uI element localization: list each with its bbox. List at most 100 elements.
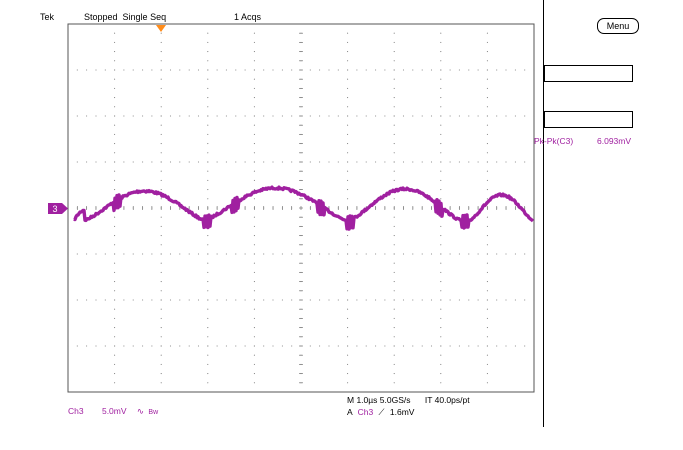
- grid-dot: [347, 281, 349, 283]
- grid-dot: [207, 336, 209, 338]
- menu-button[interactable]: Menu: [597, 18, 639, 34]
- grid-dot: [440, 78, 442, 80]
- grid-dot: [160, 308, 162, 310]
- grid-dot: [468, 69, 470, 71]
- grid-dot: [412, 115, 414, 117]
- grid-dot: [207, 41, 209, 43]
- grid-dot: [319, 115, 321, 117]
- grid-dot: [496, 299, 498, 301]
- grid-dot: [514, 115, 516, 117]
- grid-dot: [440, 262, 442, 264]
- grid-dot: [393, 290, 395, 292]
- run-state: Stopped: [84, 12, 118, 22]
- grid-dot: [114, 51, 116, 53]
- grid-dot: [440, 189, 442, 191]
- grid-dot: [114, 152, 116, 154]
- grid-dot: [524, 69, 526, 71]
- grid-dot: [347, 345, 349, 347]
- grid-dot: [468, 299, 470, 301]
- grid-dot: [253, 244, 255, 246]
- grid-dot: [253, 354, 255, 356]
- grid-dot: [160, 327, 162, 329]
- trigger-position-marker[interactable]: [156, 25, 166, 32]
- grid-dot: [440, 363, 442, 365]
- grid-dot: [179, 253, 181, 255]
- grid-dot: [440, 60, 442, 62]
- grid-dot: [272, 161, 274, 163]
- grid-dot: [309, 115, 311, 117]
- panel-divider: [543, 0, 544, 427]
- grid-dot: [393, 60, 395, 62]
- grid-dot: [253, 78, 255, 80]
- grid-dot: [207, 244, 209, 246]
- grid-dot: [347, 51, 349, 53]
- grid-dot: [132, 115, 134, 117]
- grid-dot: [272, 345, 274, 347]
- grid-dot: [337, 161, 339, 163]
- grid-dot: [207, 143, 209, 145]
- grid-dot: [347, 382, 349, 384]
- measurement-value: 6.093mV: [597, 136, 632, 146]
- grid-dot: [393, 308, 395, 310]
- grid-dot: [114, 317, 116, 319]
- grid-dot: [179, 69, 181, 71]
- measurement-slot-1[interactable]: [544, 65, 633, 82]
- grid-dot: [486, 161, 488, 163]
- grid-dot: [207, 363, 209, 365]
- grid-dot: [244, 345, 246, 347]
- grid-dot: [440, 32, 442, 34]
- grid-dot: [160, 133, 162, 135]
- grid-dot: [440, 345, 442, 347]
- grid-dot: [393, 253, 395, 255]
- trigger-readout: A Ch3 ⟋ 1.6mV: [347, 407, 414, 418]
- grid-dot: [375, 253, 377, 255]
- grid-dot: [253, 152, 255, 154]
- grid-dot: [207, 382, 209, 384]
- grid-dot: [347, 87, 349, 89]
- grid-dot: [86, 161, 88, 163]
- grid-dot: [430, 115, 433, 117]
- grid-dot: [356, 69, 358, 71]
- grid-dot: [486, 60, 488, 62]
- grid-dot: [319, 253, 321, 255]
- grid-dot: [468, 161, 470, 163]
- measurement-slot-2[interactable]: [544, 111, 633, 128]
- grid-dot: [95, 69, 97, 71]
- grid-dot: [151, 253, 153, 255]
- grid-dot: [486, 336, 488, 338]
- grid-dot: [524, 253, 526, 255]
- grid-dot: [132, 161, 134, 163]
- grid-dot: [169, 299, 172, 301]
- grid-dot: [86, 253, 88, 255]
- grid-dot: [114, 170, 116, 172]
- grid-dot: [253, 51, 255, 53]
- grid-dot: [207, 354, 209, 356]
- grid-dot: [114, 373, 116, 375]
- grid-dot: [160, 32, 162, 34]
- grid-dot: [253, 115, 255, 117]
- grid-dot: [393, 354, 395, 356]
- grid-dot: [160, 41, 162, 43]
- grid-dot: [160, 363, 162, 365]
- grid-dot: [440, 354, 442, 356]
- grid-dot: [253, 97, 255, 99]
- grid-dot: [393, 327, 395, 329]
- timebase-text: M 1.0µs 5.0GS/s: [347, 395, 411, 405]
- grid-dot: [253, 308, 255, 310]
- grid-dot: [486, 290, 488, 292]
- grid-dot: [393, 170, 395, 172]
- grid-dot: [393, 41, 395, 43]
- grid-dot: [104, 161, 106, 163]
- grid-dot: [477, 69, 479, 71]
- grid-dot: [272, 69, 274, 71]
- grid-dot: [253, 41, 255, 43]
- grid-dot: [207, 317, 209, 319]
- grid-dot: [207, 97, 209, 99]
- channel-3-marker[interactable]: 3: [48, 203, 68, 214]
- grid-dot: [356, 253, 358, 255]
- grid-dot: [440, 382, 442, 384]
- grid-dot: [486, 124, 488, 126]
- grid-dot: [160, 382, 162, 384]
- grid-dot: [393, 143, 395, 145]
- grid-dot: [486, 198, 488, 200]
